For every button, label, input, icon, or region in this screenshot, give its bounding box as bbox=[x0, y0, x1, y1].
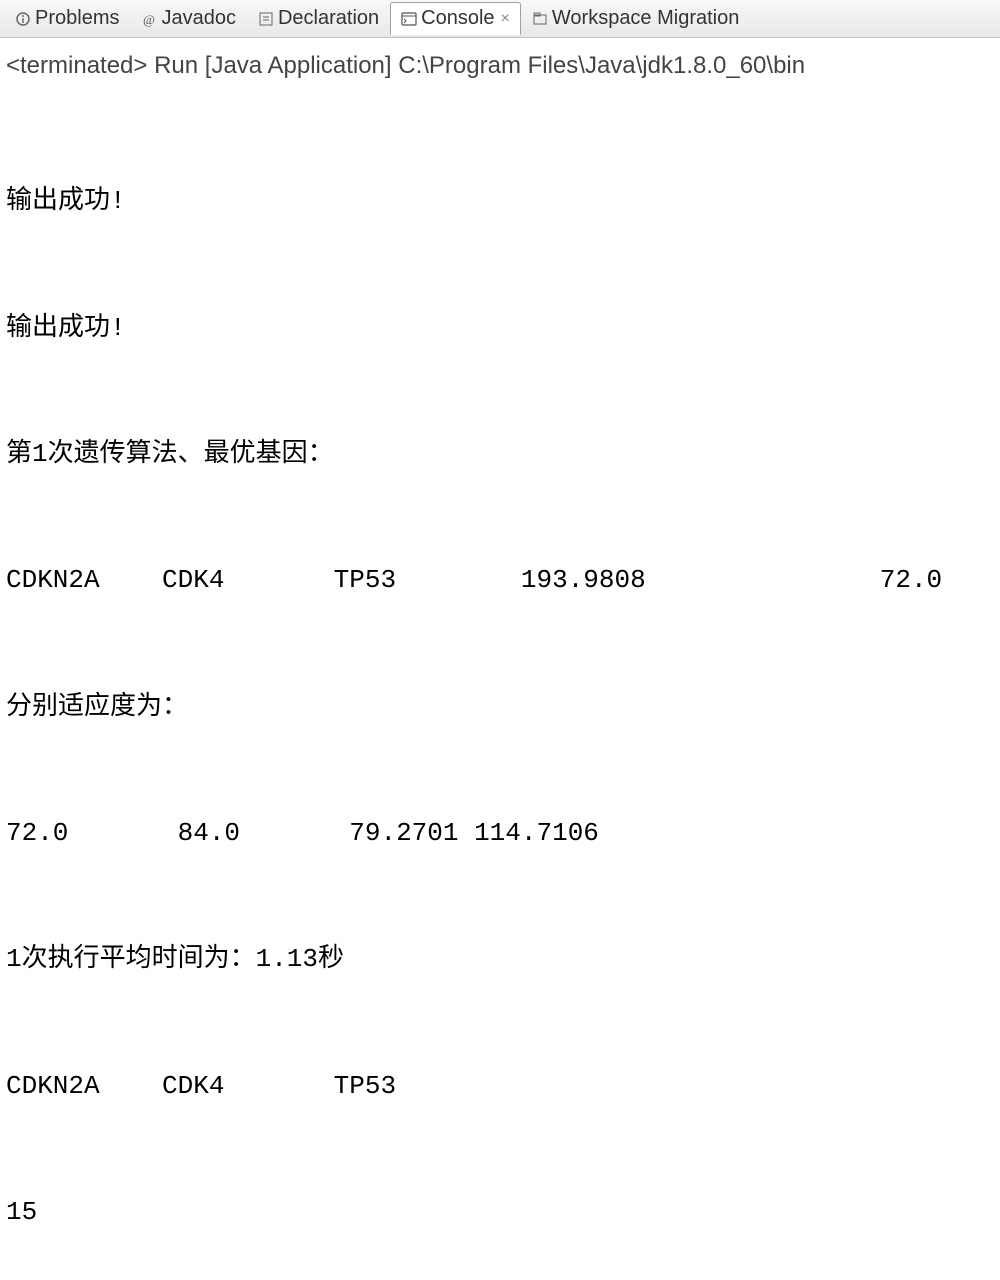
tab-declaration[interactable]: Declaration bbox=[247, 2, 390, 35]
tab-bar: Problems @ Javadoc Declaration Console ×… bbox=[0, 0, 1000, 38]
console-process-header: <terminated> Run [Java Application] C:\P… bbox=[0, 38, 1000, 84]
tab-label: Workspace Migration bbox=[552, 7, 739, 30]
console-line: 第1次遗传算法、最优基因： bbox=[6, 433, 994, 475]
declaration-icon bbox=[258, 11, 274, 27]
tab-console[interactable]: Console × bbox=[390, 2, 521, 35]
console-icon bbox=[401, 11, 417, 27]
tab-label: Declaration bbox=[278, 7, 379, 30]
process-status-text: <terminated> Run [Java Application] C:\P… bbox=[6, 52, 805, 79]
console-line: CDKN2A CDK4 TP53 193.9808 72.0 84.0 bbox=[6, 559, 994, 601]
console-line: 输出成功! bbox=[6, 180, 994, 222]
tab-label: Console bbox=[421, 7, 494, 30]
console-output[interactable]: 输出成功! 输出成功! 第1次遗传算法、最优基因： CDKN2A CDK4 TP… bbox=[0, 84, 1000, 1280]
tab-label: Javadoc bbox=[161, 7, 236, 30]
tab-javadoc[interactable]: @ Javadoc bbox=[130, 2, 247, 35]
tab-problems[interactable]: Problems bbox=[4, 2, 130, 35]
console-line: CDKN2A CDK4 TP53 bbox=[6, 1065, 994, 1107]
svg-text:@: @ bbox=[143, 12, 155, 27]
tab-workspace-migration[interactable]: Workspace Migration bbox=[521, 2, 750, 35]
close-icon[interactable]: × bbox=[501, 10, 510, 28]
console-line: 15 bbox=[6, 1191, 994, 1233]
workspace-icon bbox=[532, 11, 548, 27]
console-line: 72.0 84.0 79.2701 114.7106 bbox=[6, 812, 994, 854]
console-line: 分别适应度为： bbox=[6, 686, 994, 728]
problems-icon bbox=[15, 11, 31, 27]
console-line: 1次执行平均时间为：1.13秒 bbox=[6, 938, 994, 980]
tab-label: Problems bbox=[35, 7, 119, 30]
console-line: 输出成功! bbox=[6, 307, 994, 349]
javadoc-icon: @ bbox=[141, 11, 157, 27]
